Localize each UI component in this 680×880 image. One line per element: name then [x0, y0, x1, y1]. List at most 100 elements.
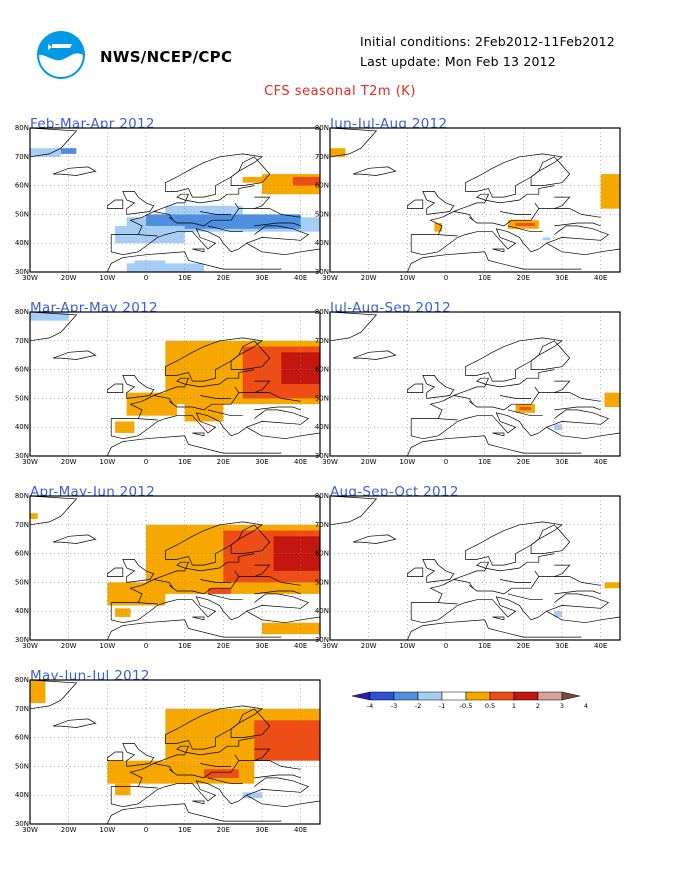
legend-label: 4 — [584, 702, 588, 710]
anomaly-cell — [126, 392, 177, 416]
anomaly-cell — [604, 392, 620, 408]
lat-tick-label: 50N — [315, 578, 329, 586]
lon-tick-label: 0 — [144, 458, 148, 466]
lon-tick-label: 0 — [144, 642, 148, 650]
lon-tick-label: 10E — [178, 642, 191, 650]
lon-tick-label: 20E — [517, 274, 530, 282]
lat-tick-label: 40N — [15, 423, 29, 431]
anomaly-cell — [330, 153, 342, 157]
lon-tick-label: 30E — [255, 826, 268, 834]
lon-tick-label: 20W — [61, 458, 77, 466]
lat-tick-label: 80N — [315, 308, 329, 316]
legend-swatch — [489, 691, 515, 701]
lon-tick-label: 30E — [555, 642, 568, 650]
anomaly-cell — [60, 148, 77, 154]
anomaly-cell — [30, 680, 46, 704]
lat-tick-label: 50N — [315, 210, 329, 218]
anomaly-cell — [273, 536, 320, 571]
lon-tick-label: 0 — [144, 826, 148, 834]
lon-tick-label: 30W — [322, 642, 338, 650]
lon-tick-label: 10W — [399, 458, 415, 466]
anomaly-cell — [30, 148, 61, 157]
lon-tick-label: 10W — [399, 642, 415, 650]
legend-label: 3 — [560, 702, 564, 710]
lon-tick-label: 30E — [255, 274, 268, 282]
lat-tick-label: 40N — [315, 239, 329, 247]
anomaly-cell — [600, 174, 620, 209]
lon-tick-label: 30W — [322, 274, 338, 282]
lon-tick-label: 10W — [99, 642, 115, 650]
anomaly-cell — [115, 608, 131, 617]
lon-tick-label: 30E — [255, 458, 268, 466]
lon-tick-label: 10E — [178, 274, 191, 282]
lon-tick-label: 10E — [478, 642, 491, 650]
anomaly-cell — [115, 421, 135, 433]
lon-tick-label: 30W — [322, 458, 338, 466]
lon-tick-label: 30W — [22, 458, 38, 466]
legend-swatch — [465, 691, 491, 701]
anomaly-cell — [242, 792, 262, 799]
lon-tick-label: 20W — [61, 826, 77, 834]
noaa-logo — [37, 31, 85, 79]
lon-tick-label: 20W — [361, 642, 377, 650]
lat-tick-label: 70N — [315, 153, 329, 161]
legend-label: -3 — [391, 702, 397, 710]
legend-swatch — [369, 691, 395, 701]
lon-tick-label: 20E — [217, 826, 230, 834]
lon-tick-label: 0 — [444, 274, 448, 282]
anomaly-cell — [126, 263, 204, 272]
lat-tick-label: 70N — [315, 337, 329, 345]
lon-tick-label: 10E — [178, 826, 191, 834]
lon-tick-label: 40E — [294, 274, 307, 282]
lon-tick-label: 20W — [61, 274, 77, 282]
anomaly-cell — [519, 407, 532, 410]
lon-tick-label: 20E — [217, 642, 230, 650]
lon-tick-label: 20E — [217, 458, 230, 466]
lat-tick-label: 60N — [315, 366, 329, 374]
lat-tick-label: 30N — [315, 268, 329, 276]
anomaly-cell — [115, 783, 131, 796]
lat-tick-label: 30N — [15, 820, 29, 828]
lon-tick-label: 40E — [294, 826, 307, 834]
anomaly-cell — [30, 513, 38, 520]
lon-tick-label: 20E — [517, 642, 530, 650]
panel-jun-jul-aug: Jun-Jul-Aug 2012 80N 70N 60N 50N 40N 30N 30W 20… — [315, 116, 621, 306]
lat-tick-label: 40N — [315, 423, 329, 431]
lat-tick-label: 70N — [15, 521, 29, 529]
lat-tick-label: 80N — [15, 124, 29, 132]
anomaly-cell — [604, 582, 620, 589]
legend-swatch — [537, 691, 563, 701]
anomaly-cell — [330, 148, 346, 157]
lat-tick-label: 30N — [315, 636, 329, 644]
lon-tick-label: 40E — [594, 274, 607, 282]
lat-tick-label: 30N — [15, 636, 29, 644]
lon-tick-label: 20E — [217, 274, 230, 282]
lat-tick-label: 50N — [15, 210, 29, 218]
legend-label: -2 — [415, 702, 421, 710]
lon-tick-label: 20W — [61, 642, 77, 650]
lon-tick-label: 10W — [99, 826, 115, 834]
legend-arrow-right — [561, 691, 581, 701]
panel-jul-aug-sep: Jul-Aug-Sep 2012 80N 70N 60N 50N 40N 30N 30W 20… — [315, 300, 621, 490]
anomaly-cell — [207, 588, 232, 594]
lat-tick-label: 50N — [15, 762, 29, 770]
lat-tick-label: 60N — [15, 182, 29, 190]
panel-apr-may-jun: Apr-May-Jun 2012 80N 70N 60N 50N 40N 30N 30W 20… — [15, 484, 321, 674]
lat-tick-label: 80N — [315, 124, 329, 132]
lon-tick-label: 10E — [478, 274, 491, 282]
lon-tick-label: 40E — [294, 642, 307, 650]
anomaly-cell — [134, 260, 166, 267]
anomaly-cell — [292, 176, 320, 186]
lat-tick-label: 80N — [15, 676, 29, 684]
legend-swatch — [441, 691, 467, 701]
anomaly-cell — [542, 237, 551, 241]
panel-feb-mar-apr: Feb-Mar-Apr 2012 80N 70N 60N 50N 40N 30N 30W 20… — [15, 116, 321, 306]
panel-may-jun-jul: May-Jun-Jul 2012 80N 70N 60N 50N 40N 30N 30W 20… — [15, 668, 321, 858]
anomaly-cell — [262, 622, 320, 635]
